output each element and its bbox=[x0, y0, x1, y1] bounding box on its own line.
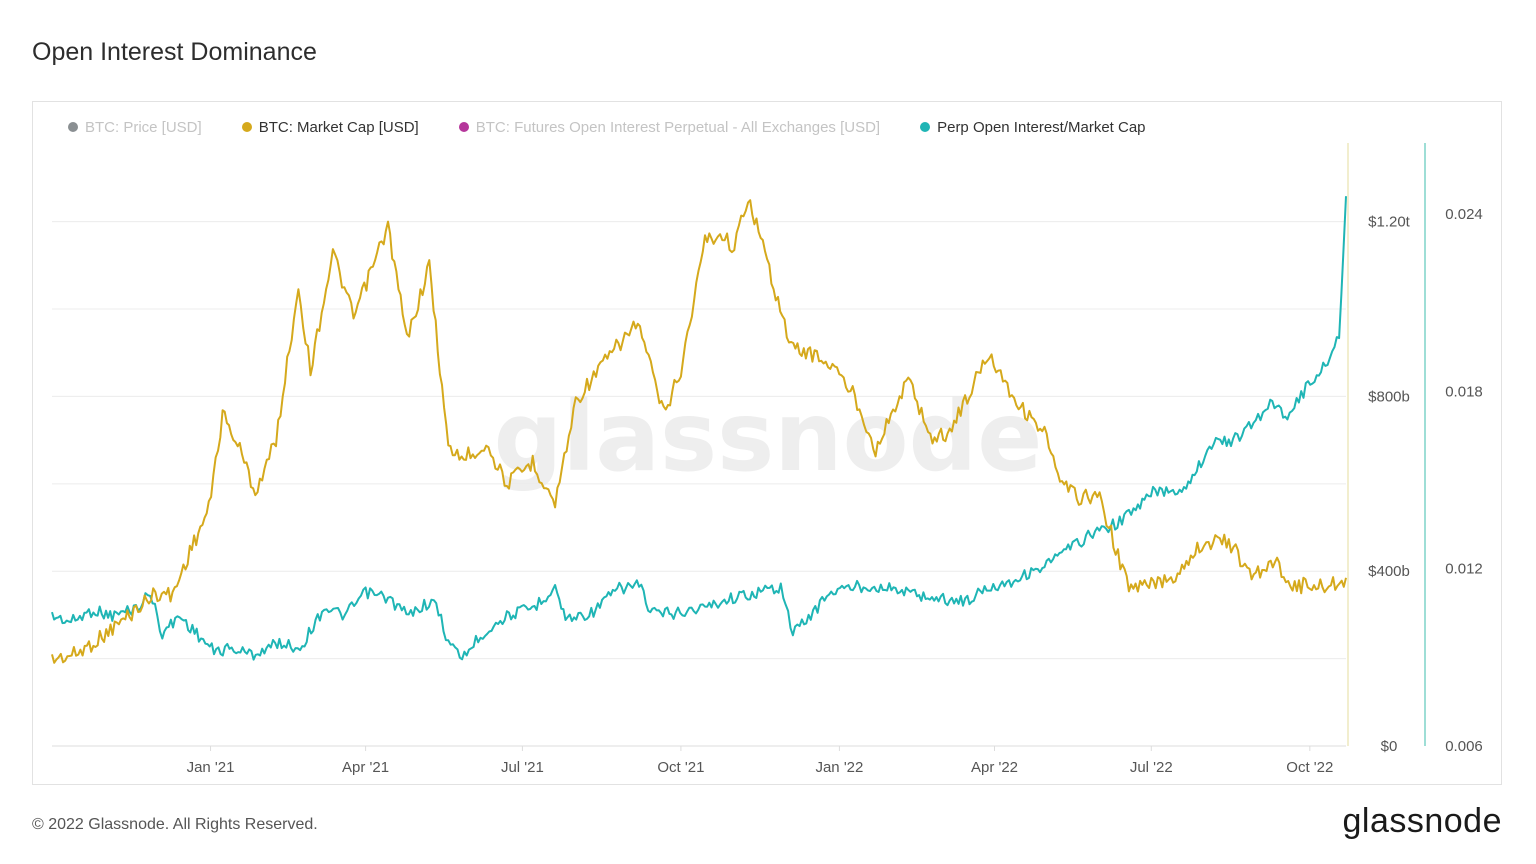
legend-dot-icon bbox=[458, 122, 469, 132]
series-line-market-cap bbox=[51, 199, 1347, 664]
legend-dot-icon bbox=[68, 122, 78, 132]
x-tick-label: Jan '22 bbox=[815, 759, 863, 776]
y-right-tick-label: 0.024 bbox=[1445, 206, 1483, 223]
x-tick-label: Jan '21 bbox=[187, 759, 235, 776]
y-left-tick-label: $800b bbox=[1368, 388, 1410, 405]
series-line-perp-oi-ratio bbox=[51, 196, 1347, 661]
brand-logo: glassnode bbox=[1342, 802, 1502, 840]
legend-item-btc-price[interactable]: BTC: Price [USD] bbox=[68, 119, 202, 136]
y-left-tick-label: $400b bbox=[1368, 563, 1410, 580]
x-tick-label: Apr '21 bbox=[342, 759, 389, 776]
x-tick-label: Oct '22 bbox=[1286, 759, 1333, 776]
legend-label: Perp Open Interest/Market Cap bbox=[937, 118, 1146, 136]
y-left-tick-label: $0 bbox=[1381, 738, 1398, 755]
legend-label: BTC: Futures Open Interest Perpetual - A… bbox=[475, 118, 881, 136]
legend-label: BTC: Price [USD] bbox=[85, 118, 202, 136]
x-tick-label: Apr '22 bbox=[971, 759, 1018, 776]
legend-dot-icon bbox=[920, 122, 931, 132]
y-left-tick-label: $1.20t bbox=[1368, 214, 1411, 231]
series-layer bbox=[51, 196, 1347, 664]
y-right-tick-label: 0.018 bbox=[1445, 383, 1483, 400]
y-right-tick-label: 0.012 bbox=[1445, 561, 1483, 578]
copyright-text: © 2022 Glassnode. All Rights Reserved. bbox=[32, 816, 318, 833]
legend-dot-icon bbox=[241, 122, 252, 132]
chart-title: Open Interest Dominance bbox=[32, 38, 317, 66]
x-tick-label: Oct '21 bbox=[657, 759, 704, 776]
x-tick-label: Jul '22 bbox=[1130, 759, 1173, 776]
chart-panel bbox=[32, 101, 1502, 785]
axes: $0 $400b $800b $1.20t 0.006 0.012 0.018 0.024 Ja… bbox=[52, 143, 1483, 776]
y-right-tick-label: 0.006 bbox=[1445, 738, 1483, 755]
legend-item-market-cap[interactable]: BTC: Market Cap [USD] bbox=[241, 118, 419, 136]
x-tick-label: Jul '21 bbox=[501, 759, 544, 776]
legend-label: BTC: Market Cap [USD] bbox=[258, 118, 419, 136]
grid-lines bbox=[52, 221, 1346, 660]
legend-item-perp-oi-ratio[interactable]: Perp Open Interest/Market Cap bbox=[920, 118, 1146, 136]
watermark-logo: glassnode bbox=[494, 381, 1043, 493]
legend: BTC: Price [USD] BTC: Market Cap [USD] B… bbox=[68, 116, 1186, 138]
legend-item-futures-oi[interactable]: BTC: Futures Open Interest Perpetual - A… bbox=[458, 118, 881, 136]
